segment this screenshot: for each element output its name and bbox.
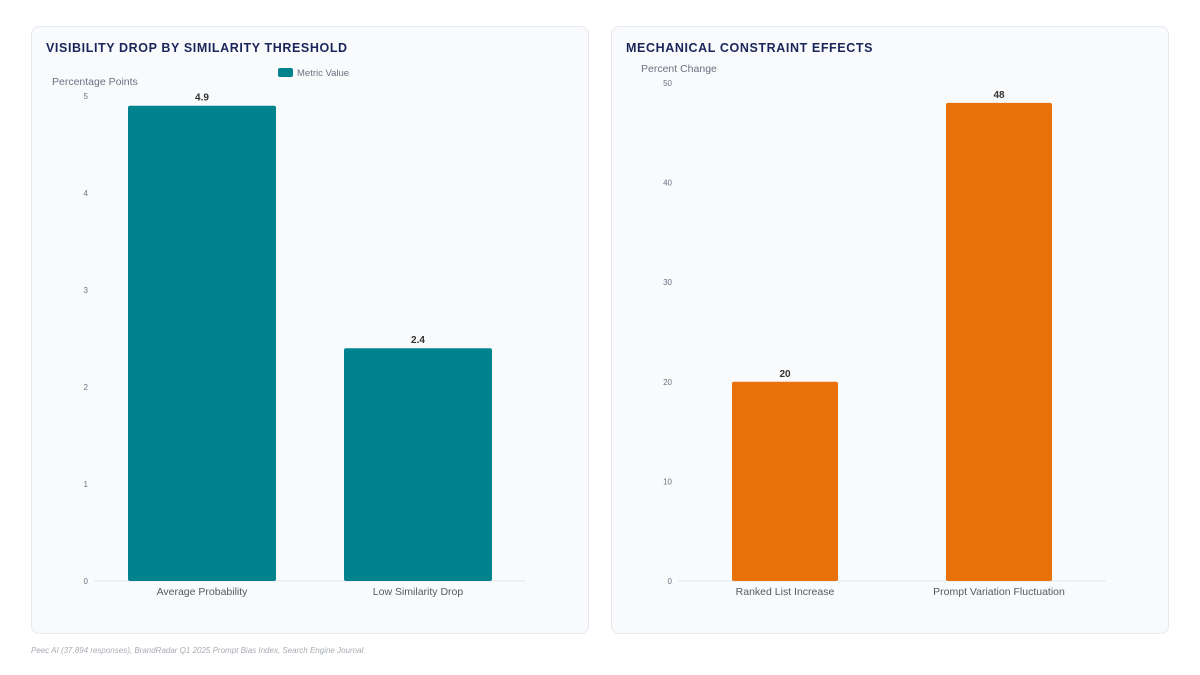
data-label: 4.9 [195,93,209,104]
y-tick-label: 0 [84,577,89,586]
data-label: 48 [993,90,1005,101]
chart-panel-mechanical-constraints: MECHANICAL CONSTRAINT EFFECTS Percent Ch… [611,26,1169,634]
source-note: Peec AI (37,894 responses), BrandRadar Q… [31,646,364,655]
bar [946,102,1052,582]
bar-chart-visibility-drop: Percentage Points 0 1 2 3 4 5 4.9 Average Probab… [52,68,526,598]
bar [732,381,838,581]
bar [128,105,276,581]
legend-label: Metric Value [297,68,349,79]
x-tick-label: Prompt Variation Fluctuation [933,586,1065,598]
bar [344,348,492,581]
y-tick-label: 3 [84,286,89,295]
y-axis-label: Percentage Points [52,76,138,88]
y-tick-label: 10 [663,477,672,486]
y-tick-label: 2 [84,383,89,392]
x-tick-label: Average Probability [157,586,249,598]
bar-chart-mechanical-constraints: Percent Change 0 10 20 30 40 50 20 Ranked List I… [641,63,1106,598]
y-tick-label: 5 [84,92,89,101]
data-label: 2.4 [411,335,425,346]
x-tick-label: Ranked List Increase [736,586,835,598]
y-axis-label: Percent Change [641,63,717,75]
y-tick-label: 30 [663,278,672,287]
chart-panel-visibility-drop: VISIBILITY DROP BY SIMILARITY THRESHOLD … [31,26,589,634]
y-tick-label: 20 [663,378,672,387]
legend-swatch [278,68,293,77]
y-tick-label: 40 [663,179,672,188]
data-label: 20 [779,369,791,380]
y-tick-label: 1 [84,480,89,489]
x-tick-label: Low Similarity Drop [373,586,464,598]
y-tick-label: 0 [668,577,673,586]
y-tick-label: 50 [663,79,672,88]
y-tick-label: 4 [84,189,89,198]
chart-title: MECHANICAL CONSTRAINT EFFECTS [626,41,874,55]
chart-title: VISIBILITY DROP BY SIMILARITY THRESHOLD [46,41,348,55]
